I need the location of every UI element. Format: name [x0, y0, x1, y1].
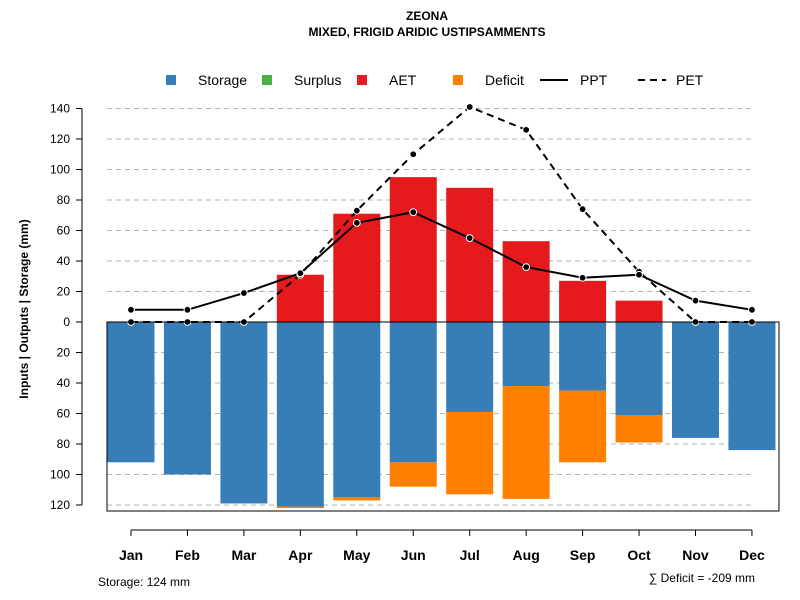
aet-bar [333, 213, 381, 322]
deficit-bar [615, 415, 663, 443]
axes: 140 120 100 80 60 40 20 0 20 40 60 80 100 120 Jan Feb Ma… [50, 102, 780, 563]
aet-bar [446, 187, 494, 322]
legend-label: AET [389, 72, 417, 88]
x-tick-label: Mar [231, 547, 256, 563]
ppt-point [352, 218, 361, 227]
y-tick-label: 80 [57, 193, 71, 207]
ppt-point [240, 289, 248, 297]
pet-point [578, 205, 587, 214]
y-tick-label: 100 [50, 163, 70, 177]
storage-bar [276, 322, 324, 507]
chart-legend: Storage Surplus AET Deficit PPT PET [166, 72, 704, 88]
x-tick-label: Jan [119, 547, 143, 563]
y-tick-label: 120 [50, 498, 70, 512]
storage-bar [107, 322, 155, 463]
ppt-point [578, 273, 587, 282]
storage-bar [502, 322, 550, 387]
ppt-point [296, 269, 305, 278]
series-lines [127, 103, 756, 326]
aet-bar [615, 300, 663, 322]
y-tick-label: 40 [57, 376, 71, 390]
y-tick-label: 60 [57, 224, 71, 238]
y-tick-label: 140 [50, 102, 70, 116]
legend-swatch [357, 75, 367, 85]
legend-swatch [166, 75, 176, 85]
deficit-bar [559, 390, 607, 463]
legend-swatch [453, 75, 463, 85]
storage-bar [446, 322, 494, 412]
ppt-point [635, 270, 643, 279]
y-tick-label: 120 [50, 132, 70, 146]
deficit-bar [502, 386, 550, 499]
x-tick-label: Oct [627, 547, 651, 563]
aet-bar [502, 241, 550, 322]
x-tick-label: Feb [175, 547, 200, 563]
pet-line [131, 105, 752, 323]
pet-point [352, 206, 361, 215]
ppt-point [691, 296, 700, 305]
x-tick-label: Jun [401, 547, 426, 563]
pet-point [465, 103, 474, 111]
ppt-point [465, 234, 474, 243]
chart-title: ZEONA [406, 9, 448, 23]
x-tick-label: Aug [513, 547, 540, 563]
deficit-bar [276, 506, 324, 509]
x-tick-label: Apr [288, 547, 313, 563]
storage-note: Storage: 124 mm [98, 575, 190, 589]
y-tick-label: 40 [57, 254, 71, 268]
storage-bar [389, 322, 437, 463]
storage-bar [333, 322, 381, 498]
chart-subtitle: MIXED, FRIGID ARIDIC USTIPSAMMENTS [309, 25, 546, 39]
legend-label: Deficit [485, 72, 524, 88]
y-tick-label: 80 [57, 437, 71, 451]
lower-frame [106, 321, 780, 512]
aet-bar [276, 274, 324, 322]
x-tick-label: Jul [460, 547, 480, 563]
legend-label: PPT [580, 72, 608, 88]
deficit-bar [333, 497, 381, 501]
storage-bar [728, 322, 776, 451]
pet-point [409, 150, 418, 159]
deficit-bar [446, 411, 494, 495]
y-tick-label: 20 [57, 285, 71, 299]
legend-label: Surplus [294, 72, 341, 88]
x-tick-label: Nov [682, 547, 709, 563]
storage-bar [220, 322, 268, 504]
storage-bar [672, 322, 719, 438]
legend-label: PET [676, 72, 704, 88]
ppt-point [522, 263, 531, 272]
x-tick-label: Sep [570, 547, 596, 563]
y-tick-label: 100 [50, 468, 70, 482]
y-tick-label: 0 [63, 315, 70, 329]
ppt-line [131, 211, 753, 311]
storage-bar [615, 322, 663, 416]
ppt-point [127, 305, 135, 314]
pet-point [522, 125, 531, 134]
bars [107, 177, 776, 509]
x-tick-label: May [343, 547, 370, 563]
y-tick-label: 60 [57, 407, 71, 421]
storage-bar [163, 322, 211, 475]
deficit-bar [389, 462, 437, 487]
aet-bar [559, 280, 607, 322]
x-tick-label: Dec [739, 547, 765, 563]
y-axis-label: Inputs | Outputs | Storage (mm) [17, 219, 31, 398]
legend-swatch [262, 75, 272, 85]
ppt-point [748, 305, 756, 314]
aet-bar [389, 177, 437, 322]
y-tick-label: 20 [57, 346, 71, 360]
storage-bar [559, 322, 607, 391]
legend-label: Storage [198, 72, 247, 88]
deficit-note: ∑ Deficit = -209 mm [649, 571, 755, 585]
ppt-point [183, 305, 192, 314]
ppt-point [409, 208, 418, 217]
